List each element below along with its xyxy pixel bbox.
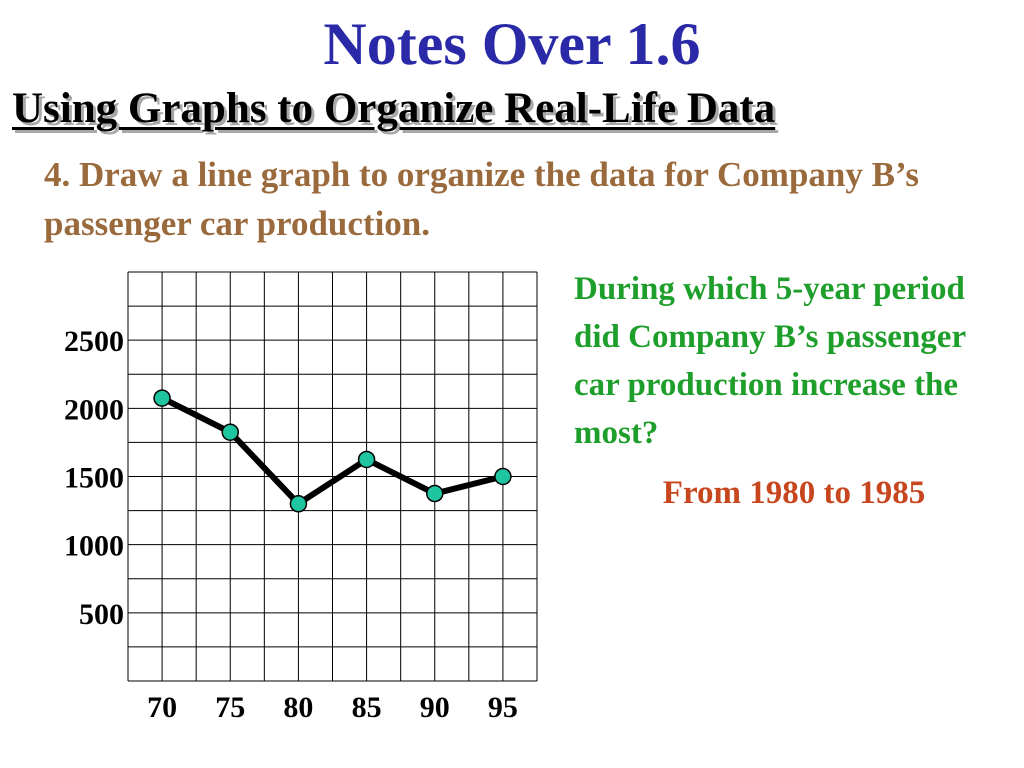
chart-series (153, 389, 512, 513)
problem-statement: 4. Draw a line graph to organize the dat… (44, 155, 919, 243)
x-tick-label: 95 (488, 691, 518, 724)
y-axis-labels: 500 1000 1500 2000 2500 (64, 325, 124, 631)
x-tick-label: 85 (352, 691, 382, 724)
series-line (159, 395, 506, 507)
data-point (426, 484, 444, 503)
x-tick-label: 70 (147, 691, 177, 724)
question-text: During which 5-year period did Company B… (574, 271, 966, 451)
chart-grid (127, 271, 538, 682)
y-tick-label: 1500 (64, 462, 124, 495)
x-tick-label: 80 (283, 691, 313, 724)
slide-title: Notes Over 1.6 (323, 11, 701, 77)
data-point (221, 423, 239, 441)
y-tick-label: 2500 (64, 325, 124, 358)
data-point (357, 450, 376, 469)
data-point (153, 389, 171, 407)
answer-text: From 1980 to 1985 (662, 475, 926, 511)
x-tick-label: 90 (420, 691, 450, 724)
x-axis-labels: 70 75 80 85 90 95 (147, 691, 518, 724)
x-tick-label: 75 (215, 691, 245, 724)
slide-subtitle: Using Graphs to Organize Real-Life Data (12, 85, 776, 132)
data-point (289, 495, 308, 513)
y-tick-label: 2000 (64, 393, 124, 426)
y-tick-label: 1000 (64, 530, 124, 563)
y-tick-label: 500 (79, 598, 124, 631)
data-point (494, 467, 512, 486)
